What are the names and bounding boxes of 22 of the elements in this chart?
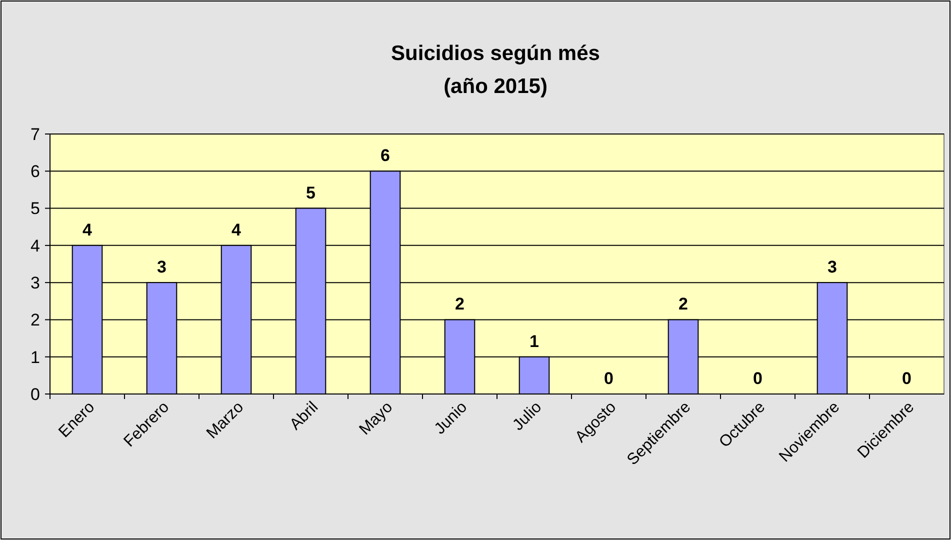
y-tick-label: 1 (30, 348, 40, 367)
data-label: 2 (678, 294, 688, 314)
data-label: 3 (157, 258, 166, 277)
data-label: 6 (380, 146, 390, 166)
data-label: 2 (455, 294, 464, 314)
chart-title: Suicidios según més (año 2015) (391, 42, 600, 98)
data-label: 3 (828, 258, 837, 277)
y-tick-label: 0 (30, 384, 40, 404)
data-label: 0 (902, 369, 912, 388)
data-label: 4 (82, 220, 93, 240)
data-label: 1 (530, 332, 539, 351)
y-tick-label: 7 (30, 124, 40, 144)
y-tick-label: 3 (30, 274, 40, 293)
data-label: 0 (753, 369, 762, 388)
y-tick-label: 5 (30, 199, 40, 218)
data-label: 5 (306, 183, 316, 202)
x-tick-label: Julio (510, 398, 546, 434)
y-tick-label: 6 (30, 162, 40, 182)
data-label: 0 (604, 369, 614, 388)
y-tick-label: 2 (30, 310, 40, 330)
data-label: 4 (232, 220, 242, 240)
y-tick-label: 4 (30, 236, 40, 256)
